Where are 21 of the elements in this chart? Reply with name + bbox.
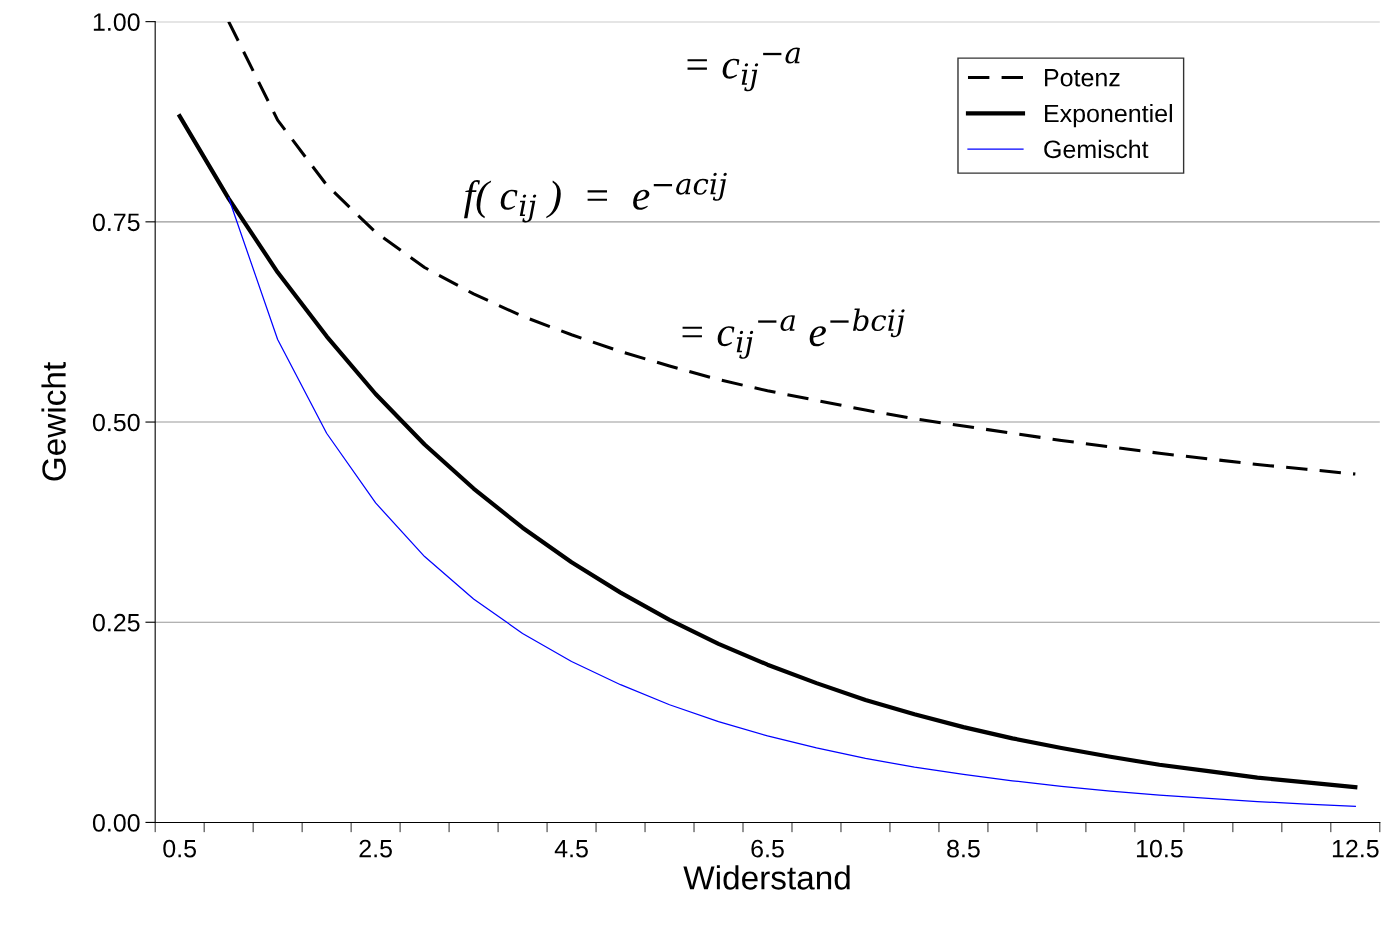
y-axis-title: Gewicht — [41, 362, 66, 481]
x-tick-label: 4.5 — [554, 840, 588, 858]
x-tick-label: 12.5 — [1332, 839, 1379, 858]
y-tick-label: 0.00 — [92, 814, 140, 832]
line-series — [227, 21, 1357, 476]
x-tick-label: 2.5 — [359, 839, 392, 858]
y-tick-label: 0.50 — [92, 413, 140, 432]
x-tick-label: 8.5 — [947, 839, 980, 858]
legend-label: Exponentiel — [1045, 103, 1172, 128]
x-tick-label: 0.5 — [163, 839, 196, 858]
x-tick-label: 6.5 — [751, 839, 784, 858]
annotation: = c$_{ij}$$^{−a}$ e$^{−bcij}$ — [682, 308, 905, 359]
annotation: f( c$_{ij}$ ) = e$^{−acij}$ — [464, 172, 727, 223]
legend-label: Potenz — [1045, 69, 1120, 87]
x-tick-label: 10.5 — [1136, 839, 1183, 858]
x-axis-title: Widerstand — [683, 865, 850, 890]
y-tick-label: 1.00 — [93, 13, 140, 31]
legend-label: Gemischt — [1044, 139, 1149, 159]
y-tick-label: 0.25 — [92, 613, 140, 632]
y-tick-label: 0.75 — [92, 213, 140, 232]
annotation: = c$_{ij}$$^{−a}$ — [687, 47, 800, 92]
